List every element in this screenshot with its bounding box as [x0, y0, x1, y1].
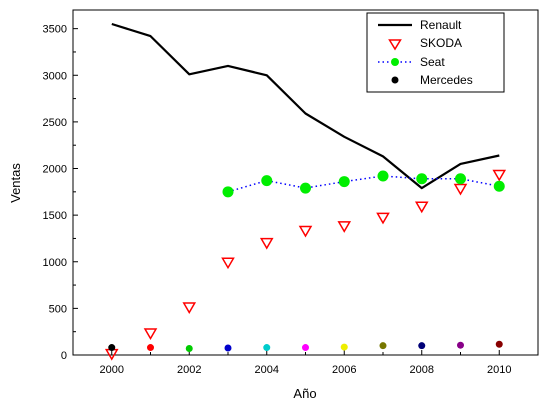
axes-group: 2000 2002 2004 2006 2008 2010 0 500 1000 1500 200…: [8, 9, 539, 401]
legend-label-skoda: SKODA: [420, 36, 462, 50]
data-point-seat: [455, 173, 466, 185]
x-tick-label: 2006: [332, 364, 356, 376]
legend-label-seat: Seat: [420, 55, 445, 69]
data-point-mercedes: [340, 343, 348, 351]
data-point-skoda: [298, 225, 313, 238]
data-point-skoda: [414, 201, 429, 214]
data-point-seat: [338, 176, 350, 188]
y-axis-ticks: 0 500 1000 1500 2000 2500 3000 3500: [43, 24, 78, 362]
y-tick-label: 2000: [43, 164, 67, 176]
data-point-mercedes: [302, 344, 309, 352]
data-point-mercedes: [263, 344, 271, 352]
x-axis-ticks: 2000 2002 2004 2006 2008 2010: [72, 350, 539, 376]
data-point-skoda: [259, 237, 274, 250]
data-point-mercedes: [224, 344, 232, 352]
legend-label-mercedes: Mercedes: [420, 73, 473, 87]
data-point-seat: [261, 175, 273, 187]
data-point-mercedes: [418, 342, 426, 350]
legend-swatch-seat-marker: [391, 58, 399, 66]
data-point-skoda: [221, 257, 235, 270]
y-tick-label: 1500: [43, 210, 67, 222]
legend-label-renault: Renault: [420, 18, 462, 32]
legend-box: [366, 12, 505, 93]
legend-swatch-skoda: [388, 39, 402, 51]
data-point-mercedes: [185, 344, 193, 352]
y-tick-label: 1000: [43, 257, 67, 269]
y-tick-label: 3000: [43, 70, 67, 82]
series-line-renault: [111, 22, 500, 190]
x-tick-label: 2010: [487, 364, 511, 376]
data-point-seat: [377, 170, 389, 182]
data-point-seat: [416, 173, 428, 185]
data-point-mercedes: [379, 342, 387, 350]
data-point-mercedes: [495, 340, 503, 348]
x-tick-label: 2008: [410, 364, 434, 376]
y-axis-label: Ventas: [8, 163, 23, 203]
y-tick-label: 3500: [43, 24, 67, 36]
x-tick-label: 2000: [100, 364, 124, 376]
series-renault: [111, 22, 500, 190]
legend: Renault SKODA Seat Mercedes: [366, 12, 505, 93]
legend-swatch-mercedes: [391, 76, 399, 84]
x-tick-label: 2004: [255, 364, 279, 376]
data-point-mercedes: [108, 344, 116, 352]
data-point-skoda: [143, 328, 158, 341]
x-axis-label: Año: [293, 386, 316, 401]
data-point-skoda: [182, 302, 197, 314]
y-tick-label: 0: [61, 350, 67, 362]
series-skoda: [104, 169, 507, 361]
x-tick-label: 2002: [177, 364, 201, 376]
y-tick-label: 500: [49, 303, 67, 315]
series-seat: [222, 170, 505, 198]
series-layer: [104, 22, 507, 361]
data-point-skoda: [453, 183, 468, 196]
data-point-seat: [222, 186, 234, 198]
data-point-seat: [493, 180, 505, 192]
y-tick-label: 2500: [43, 117, 67, 129]
series-mercedes: [108, 340, 503, 352]
data-point-mercedes: [457, 341, 464, 349]
data-point-mercedes: [147, 344, 154, 352]
data-point-skoda: [376, 212, 390, 225]
data-point-seat: [300, 182, 311, 194]
data-point-skoda: [492, 169, 507, 182]
data-point-skoda: [337, 221, 352, 233]
